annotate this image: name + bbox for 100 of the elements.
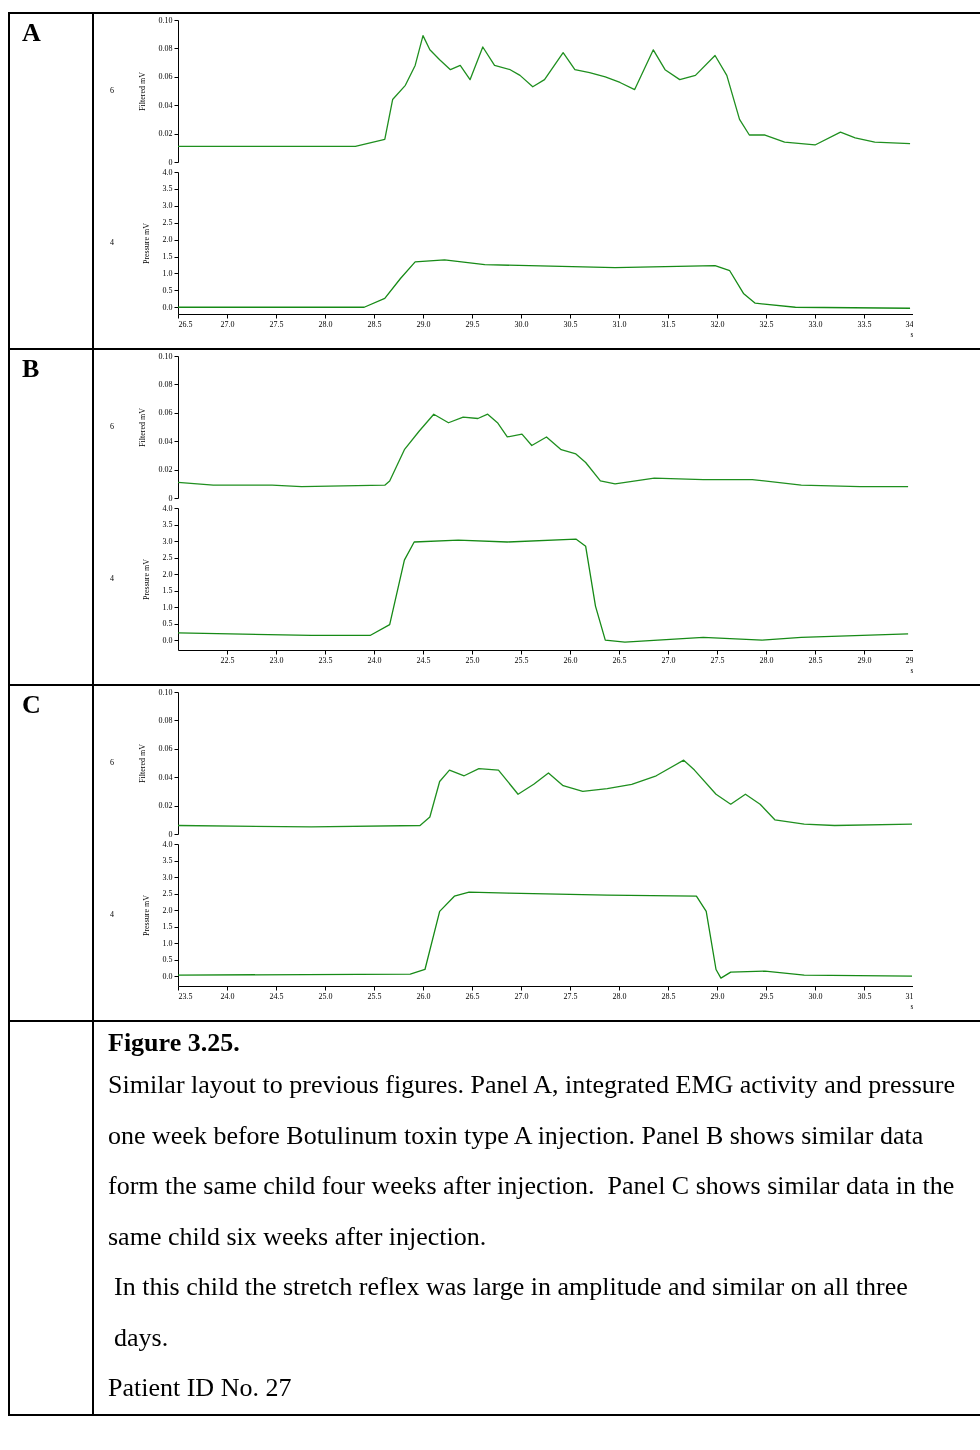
x-tick-label: 28.5 <box>367 319 382 329</box>
y-tick-label: 4.0 <box>162 839 173 849</box>
line-series <box>177 259 911 309</box>
text: 6 <box>110 86 114 95</box>
line-series <box>177 759 913 828</box>
x-tick-label: 27.5 <box>710 655 725 665</box>
line-series <box>177 34 911 148</box>
x-tick-label: 29.0 <box>416 319 431 329</box>
x-tick-label: 28.5 <box>661 991 676 1001</box>
x-tick-label: 26.5 <box>465 991 480 1001</box>
y-tick-label: 3.0 <box>162 872 173 882</box>
y-tick-label: 1.5 <box>162 252 173 262</box>
y-tick-label: 1.5 <box>162 922 173 932</box>
x-tick-label: 23.5 <box>178 991 193 1001</box>
y-tick-label: 4.0 <box>162 167 173 177</box>
x-tick-label: 28.5 <box>808 655 823 665</box>
x-tick-label: 27.0 <box>661 655 676 665</box>
y-tick-label: 2.0 <box>162 569 173 579</box>
x-tick-label: 23.5 <box>318 655 333 665</box>
y-tick-label: 0.5 <box>162 619 173 629</box>
y-tick-label: 3.0 <box>162 536 173 546</box>
x-tick-label: 24.5 <box>416 655 431 665</box>
x-tick-label: 32.5 <box>759 319 774 329</box>
x-tick-label: 30.0 <box>808 991 823 1001</box>
y-tick-label: 1.0 <box>162 938 173 948</box>
y-tick-label: 0.0 <box>162 302 173 312</box>
x-tick-label: 26.0 <box>563 655 578 665</box>
y-tick-label: 0.10 <box>158 351 173 361</box>
y-tick-label: 4.0 <box>162 503 173 513</box>
x-axis-title: s <box>910 665 914 675</box>
x-tick-label: 34 <box>905 319 914 329</box>
y-tick-label: 0.5 <box>162 285 173 295</box>
y-tick-label: 0.08 <box>158 379 173 389</box>
x-tick-label: 29 <box>905 655 914 665</box>
text: Patient ID No. 27 <box>108 1372 293 1404</box>
y-tick-label: 0.06 <box>158 72 173 82</box>
y-tick-label: 2.5 <box>162 218 173 228</box>
y-axis-title: Filtered mV <box>137 407 147 447</box>
line-series <box>177 538 909 643</box>
x-tick-label: 27.0 <box>514 991 529 1001</box>
y-tick-label: 3.5 <box>162 520 173 530</box>
y-tick-label: 0.0 <box>162 971 173 981</box>
x-tick-label: 33.5 <box>857 319 872 329</box>
text: 4 <box>110 574 114 583</box>
x-tick-label: 28.0 <box>612 991 627 1001</box>
x-tick-label: 24.0 <box>367 655 382 665</box>
x-tick-label: 27.5 <box>563 991 578 1001</box>
y-tick-label: 0.04 <box>158 436 173 446</box>
x-axis-title: s <box>910 329 914 339</box>
x-tick-label: 29.0 <box>857 655 872 665</box>
x-tick-label: 24.0 <box>220 991 235 1001</box>
x-tick-label: 23.0 <box>269 655 284 665</box>
y-axis-title: Pressure mV <box>141 558 151 601</box>
y-tick-label: 0 <box>168 157 173 167</box>
y-axis-title: Filtered mV <box>137 71 147 111</box>
y-tick-label: 0.02 <box>158 129 173 139</box>
y-tick-label: 0.02 <box>158 465 173 475</box>
line-series <box>177 891 913 979</box>
x-tick-label: 32.0 <box>710 319 725 329</box>
y-axis-title: Filtered mV <box>137 743 147 783</box>
text: 4 <box>110 910 114 919</box>
y-tick-label: 2.5 <box>162 553 173 563</box>
text: Figure 3.25. <box>108 1027 241 1059</box>
x-tick-label: 29.0 <box>710 991 725 1001</box>
x-tick-label: 31.5 <box>661 319 676 329</box>
y-tick-label: 3.0 <box>162 201 173 211</box>
x-tick-label: 26.5 <box>178 319 193 329</box>
y-tick-label: 0.10 <box>158 15 173 25</box>
x-tick-label: 22.5 <box>220 655 235 665</box>
y-tick-label: 0.10 <box>158 687 173 697</box>
y-tick-label: 0.02 <box>158 801 173 811</box>
y-axis-title: Pressure mV <box>141 894 151 937</box>
y-tick-label: 1.5 <box>162 586 173 596</box>
x-tick-label: 31.0 <box>612 319 627 329</box>
y-tick-label: 2.0 <box>162 235 173 245</box>
y-tick-label: 0 <box>168 493 173 503</box>
y-tick-label: 0.06 <box>158 744 173 754</box>
x-tick-label: 25.0 <box>318 991 333 1001</box>
chart-title: A <box>9 13 93 349</box>
x-tick-label: 25.5 <box>367 991 382 1001</box>
x-tick-label: 33.0 <box>808 319 823 329</box>
y-tick-label: 0.04 <box>158 772 173 782</box>
x-tick-label: 28.0 <box>759 655 774 665</box>
x-tick-label: 28.0 <box>318 319 333 329</box>
x-tick-label: 25.0 <box>465 655 480 665</box>
x-tick-label: 26.5 <box>612 655 627 665</box>
x-tick-label: 27.0 <box>220 319 235 329</box>
line-series <box>177 413 909 488</box>
y-tick-label: 0.08 <box>158 43 173 53</box>
x-tick-label: 29.5 <box>759 991 774 1001</box>
chart-title: C <box>9 685 93 1021</box>
text: In this child the stretch reflex was large in amplitude and similar on all three days. <box>113 1271 909 1354</box>
x-tick-label: 30.5 <box>857 991 872 1001</box>
y-axis-title: Pressure mV <box>141 222 151 265</box>
x-tick-label: 30.0 <box>514 319 529 329</box>
x-tick-label: 25.5 <box>514 655 529 665</box>
x-tick-label: 29.5 <box>465 319 480 329</box>
text: 6 <box>110 758 114 767</box>
y-tick-label: 0.08 <box>158 715 173 725</box>
y-tick-label: 2.0 <box>162 905 173 915</box>
